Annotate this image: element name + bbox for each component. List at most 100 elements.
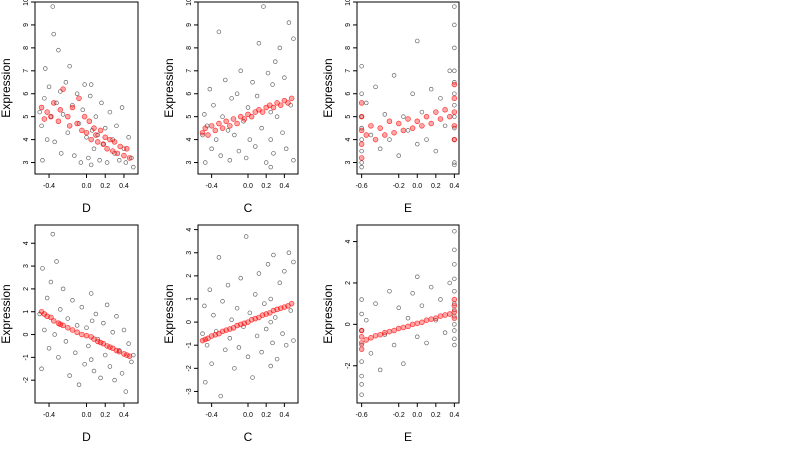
black-data-point: [391, 342, 397, 348]
black-data-point: [410, 91, 415, 96]
black-data-point: [211, 312, 216, 318]
black-data-point: [89, 318, 95, 324]
red-data-point: [48, 113, 54, 120]
black-data-point: [78, 160, 84, 165]
red-data-point: [205, 132, 211, 138]
points-layer: [199, 4, 296, 170]
x-tick-label: 0.4: [119, 183, 129, 190]
red-data-point: [69, 327, 76, 333]
scatter-panel: -0.4 0.0 0.2 0.4 3 4 5 6 7 8 9 10 C Expression: [162, 0, 299, 215]
y-tick-label: 0: [23, 332, 30, 336]
black-data-point: [203, 379, 208, 385]
black-data-point: [67, 373, 72, 378]
black-data-point: [452, 22, 457, 28]
x-tick-label: 0.0: [82, 183, 92, 190]
black-data-point: [67, 63, 72, 69]
black-data-point: [265, 262, 271, 267]
red-data-point: [223, 118, 229, 125]
black-data-point: [204, 342, 210, 348]
red-data-point: [124, 146, 130, 152]
red-data-point: [76, 95, 82, 102]
black-data-point: [283, 146, 289, 152]
y-tick-label: 10: [345, 0, 352, 6]
x-tick-label: 0.0: [243, 412, 253, 419]
red-data-point: [124, 352, 130, 358]
red-data-point: [65, 324, 71, 331]
y-tick-label: 0: [186, 320, 193, 324]
red-data-point: [423, 113, 430, 120]
black-data-point: [286, 250, 292, 255]
black-data-point: [253, 292, 258, 297]
black-data-point: [359, 392, 364, 397]
red-data-point: [405, 116, 411, 122]
black-data-point: [405, 315, 411, 321]
x-axis-label: D: [82, 201, 91, 215]
black-data-point: [447, 68, 452, 74]
black-data-point: [82, 361, 87, 367]
y-tick-label: 4: [345, 138, 352, 142]
black-data-point: [428, 284, 434, 290]
black-data-point: [104, 302, 110, 308]
black-data-point: [247, 310, 253, 316]
black-data-point: [452, 322, 457, 327]
points-layer: [358, 4, 458, 170]
red-data-point: [234, 120, 240, 127]
black-data-point: [243, 234, 249, 239]
black-data-point: [42, 327, 47, 333]
y-tick-label: 7: [186, 69, 193, 73]
black-data-point: [48, 279, 54, 285]
black-data-point: [452, 45, 457, 51]
y-tick-label: 3: [186, 251, 193, 255]
black-data-point: [131, 164, 136, 170]
red-data-point: [451, 81, 458, 88]
black-data-point: [452, 137, 457, 142]
black-data-point: [382, 112, 388, 117]
red-data-point: [358, 346, 365, 352]
red-data-point: [212, 127, 219, 134]
points-layer: [37, 4, 136, 170]
points-layer: [37, 231, 136, 394]
y-tick-label: 5: [186, 115, 193, 119]
red-data-point: [202, 125, 209, 131]
red-data-point: [216, 120, 222, 127]
red-data-point: [38, 104, 45, 111]
black-data-point: [50, 231, 56, 237]
black-data-point: [65, 316, 71, 321]
black-data-point: [447, 280, 452, 286]
red-data-point: [285, 100, 291, 106]
black-data-point: [424, 137, 429, 142]
black-data-point: [452, 336, 457, 342]
black-data-point: [433, 317, 439, 323]
black-data-point: [236, 148, 242, 154]
y-tick-label: 9: [23, 23, 30, 27]
red-data-point: [386, 328, 393, 335]
scatter-panel: -0.6 -0.2 0.0 0.2 0.4 3 4 5 6 7 8 9 10 E Expression: [321, 0, 460, 215]
x-tick-label: 0.4: [119, 412, 129, 419]
black-data-point: [107, 109, 113, 115]
black-data-point: [254, 93, 260, 99]
x-axis-label: C: [244, 430, 253, 444]
black-data-point: [218, 153, 223, 158]
x-tick-label: 0.0: [243, 183, 253, 190]
x-tick-label: 0.2: [100, 412, 110, 419]
black-data-point: [359, 328, 364, 333]
red-data-point: [368, 335, 374, 341]
red-data-point: [199, 129, 206, 136]
black-data-point: [42, 96, 47, 101]
black-data-point: [63, 80, 69, 85]
y-tick-label: 8: [23, 46, 30, 50]
scatter-panel: -0.4 0.0 0.2 0.4 -3 -2 -1 0 1 2 3 4 C Expression: [162, 224, 299, 444]
x-tick-label: -0.6: [356, 412, 368, 419]
black-data-point: [58, 307, 63, 312]
black-data-point: [452, 342, 457, 348]
black-data-point: [410, 291, 415, 296]
red-data-point: [104, 146, 110, 152]
x-tick-label: -0.4: [206, 412, 218, 419]
black-data-point: [119, 371, 125, 376]
black-data-point: [58, 151, 64, 156]
black-data-point: [259, 349, 264, 355]
scatter-panel: -0.6 -0.2 0.0 0.2 0.4 -2 0 2 4 E Expression: [321, 224, 460, 444]
black-data-point: [114, 314, 119, 319]
red-data-point: [288, 300, 295, 307]
